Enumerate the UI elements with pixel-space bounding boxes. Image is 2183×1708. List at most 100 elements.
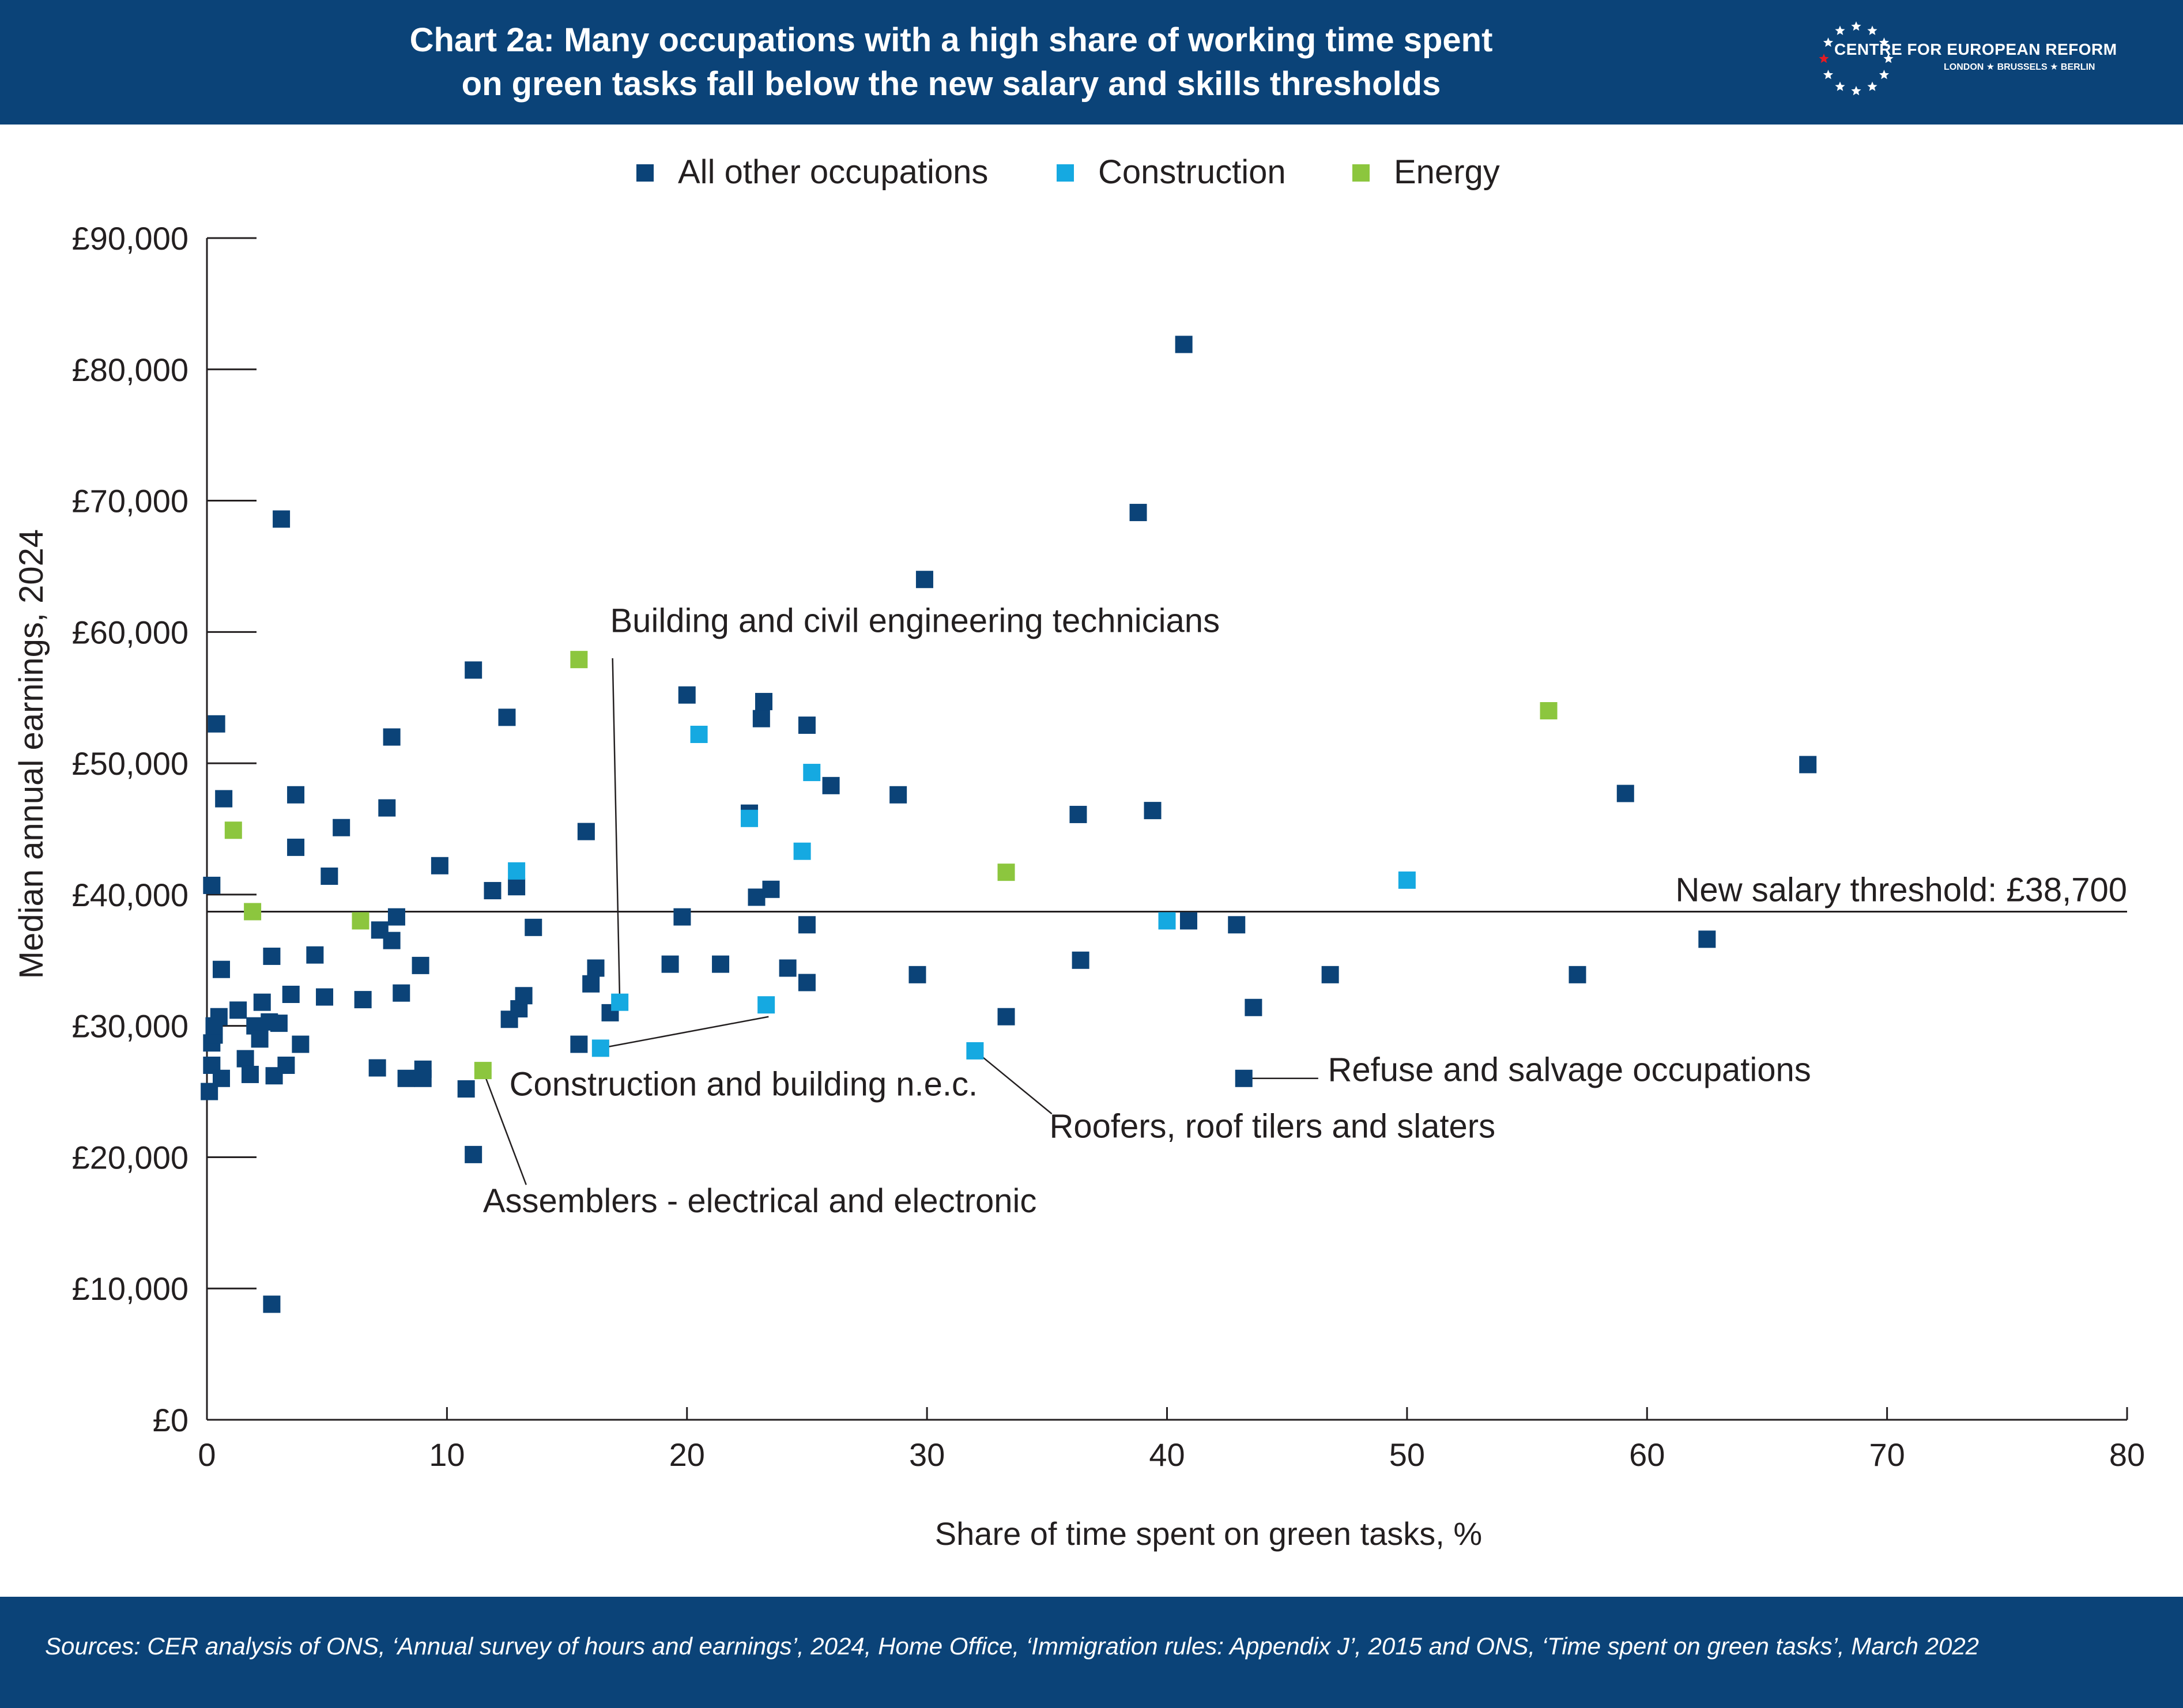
data-point bbox=[368, 1059, 386, 1077]
eu-stars-icon bbox=[1819, 21, 1894, 96]
x-tick-label: 70 bbox=[1869, 1436, 1905, 1473]
data-point bbox=[1129, 504, 1147, 522]
data-point bbox=[1799, 756, 1817, 774]
data-point bbox=[263, 947, 281, 965]
data-point bbox=[525, 918, 542, 936]
annotation-leader-line bbox=[612, 658, 621, 1002]
annotation-label: Roofers, roof tilers and slaters bbox=[1049, 1107, 1495, 1145]
legend-label: Energy bbox=[1394, 153, 1500, 191]
y-tick-label: £20,000 bbox=[72, 1139, 188, 1175]
x-axis-title: Share of time spent on green tasks, % bbox=[935, 1515, 1482, 1552]
data-point bbox=[889, 786, 907, 804]
data-point bbox=[1069, 805, 1087, 823]
y-tick-label: £70,000 bbox=[72, 483, 188, 519]
sources-note: Sources: CER analysis of ONS, ‘Annual su… bbox=[45, 1632, 1980, 1660]
data-point bbox=[431, 857, 448, 874]
data-point bbox=[798, 717, 816, 734]
y-tick-label: £80,000 bbox=[72, 352, 188, 388]
data-point bbox=[212, 960, 230, 978]
legend-marker bbox=[636, 164, 654, 182]
data-point bbox=[582, 975, 600, 993]
data-point bbox=[587, 959, 605, 977]
chart-footer: Sources: CER analysis of ONS, ‘Annual su… bbox=[0, 1597, 2183, 1708]
data-point bbox=[508, 878, 526, 896]
x-tick-label: 0 bbox=[198, 1436, 216, 1473]
data-point bbox=[661, 955, 679, 973]
star-icon bbox=[1823, 70, 1834, 80]
series-construction bbox=[508, 726, 1416, 1060]
data-point bbox=[822, 776, 840, 794]
data-point bbox=[282, 986, 300, 1003]
data-point bbox=[229, 1001, 247, 1019]
data-point bbox=[263, 1295, 281, 1313]
data-point bbox=[321, 868, 338, 885]
annotation-label: Refuse and salvage occupations bbox=[1328, 1051, 1811, 1088]
data-point bbox=[1540, 702, 1558, 719]
data-point bbox=[1179, 912, 1197, 930]
y-tick-label: £0 bbox=[153, 1402, 188, 1438]
data-point bbox=[591, 1039, 609, 1057]
y-tick-label: £10,000 bbox=[72, 1270, 188, 1307]
salary-threshold-label: New salary threshold: £38,700 bbox=[1676, 872, 2127, 909]
x-tick-label: 40 bbox=[1149, 1436, 1185, 1473]
logo-cities: LONDON ★ BRUSSELS ★ BERLIN bbox=[1944, 62, 2095, 72]
data-point bbox=[457, 1080, 475, 1098]
data-point bbox=[1144, 802, 1162, 820]
data-point bbox=[1072, 951, 1089, 969]
data-point bbox=[798, 916, 816, 934]
data-point bbox=[474, 1062, 492, 1080]
legend-label: All other occupations bbox=[678, 153, 988, 191]
series-all-other-occupations bbox=[201, 335, 1817, 1313]
x-tick-label: 60 bbox=[1629, 1436, 1665, 1473]
y-tick-label: £50,000 bbox=[72, 745, 188, 782]
x-tick-label: 10 bbox=[429, 1436, 465, 1473]
data-point bbox=[498, 708, 516, 726]
annotation-leader-line bbox=[482, 1070, 527, 1185]
series-energy bbox=[224, 651, 1558, 1080]
star-icon bbox=[1851, 86, 1861, 96]
star-icon bbox=[1879, 70, 1890, 80]
data-point bbox=[292, 1035, 310, 1053]
data-point bbox=[383, 932, 401, 949]
data-point bbox=[465, 1145, 482, 1163]
data-point bbox=[287, 838, 305, 856]
annotation-label: Building and civil engineering technicia… bbox=[610, 602, 1220, 639]
data-point bbox=[352, 912, 370, 930]
data-point bbox=[383, 728, 401, 746]
x-tick-label: 80 bbox=[2109, 1436, 2145, 1473]
data-point bbox=[515, 987, 533, 1005]
star-icon bbox=[1819, 54, 1829, 63]
chart-title-line-1: Chart 2a: Many occupations with a high s… bbox=[409, 21, 1493, 59]
data-point bbox=[908, 966, 926, 983]
data-point bbox=[762, 880, 780, 898]
data-point bbox=[277, 1057, 295, 1074]
data-point bbox=[690, 726, 708, 743]
star-icon bbox=[1835, 25, 1845, 35]
data-point bbox=[1228, 916, 1246, 934]
data-point bbox=[779, 959, 797, 977]
logo-name: CENTRE FOR EUROPEAN REFORM bbox=[1834, 40, 2117, 58]
y-tick-label: £30,000 bbox=[72, 1008, 188, 1045]
data-point bbox=[316, 988, 334, 1006]
data-point bbox=[712, 955, 730, 973]
chart-title: Chart 2a: Many occupations with a high s… bbox=[259, 18, 1643, 106]
data-point bbox=[244, 903, 262, 921]
data-point bbox=[1235, 1069, 1253, 1087]
star-icon bbox=[1835, 81, 1845, 91]
data-point bbox=[570, 1035, 588, 1053]
x-tick-label: 20 bbox=[669, 1436, 705, 1473]
data-point bbox=[378, 799, 396, 817]
data-point bbox=[1698, 930, 1716, 948]
data-point bbox=[1321, 966, 1339, 983]
data-point bbox=[270, 1015, 288, 1032]
data-point bbox=[1245, 998, 1262, 1016]
data-point bbox=[1158, 912, 1176, 930]
data-point bbox=[755, 693, 772, 711]
chart-header: Chart 2a: Many occupations with a high s… bbox=[0, 0, 2183, 125]
chart-title-line-2: on green tasks fall below the new salary… bbox=[461, 65, 1441, 103]
data-point bbox=[210, 1008, 228, 1025]
data-point bbox=[798, 974, 816, 991]
data-point bbox=[253, 993, 271, 1011]
star-icon bbox=[1867, 25, 1877, 35]
annotation-label: Construction and building n.e.c. bbox=[510, 1065, 978, 1103]
